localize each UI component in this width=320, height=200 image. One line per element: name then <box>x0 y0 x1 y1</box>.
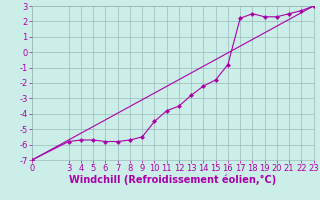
X-axis label: Windchill (Refroidissement éolien,°C): Windchill (Refroidissement éolien,°C) <box>69 175 276 185</box>
